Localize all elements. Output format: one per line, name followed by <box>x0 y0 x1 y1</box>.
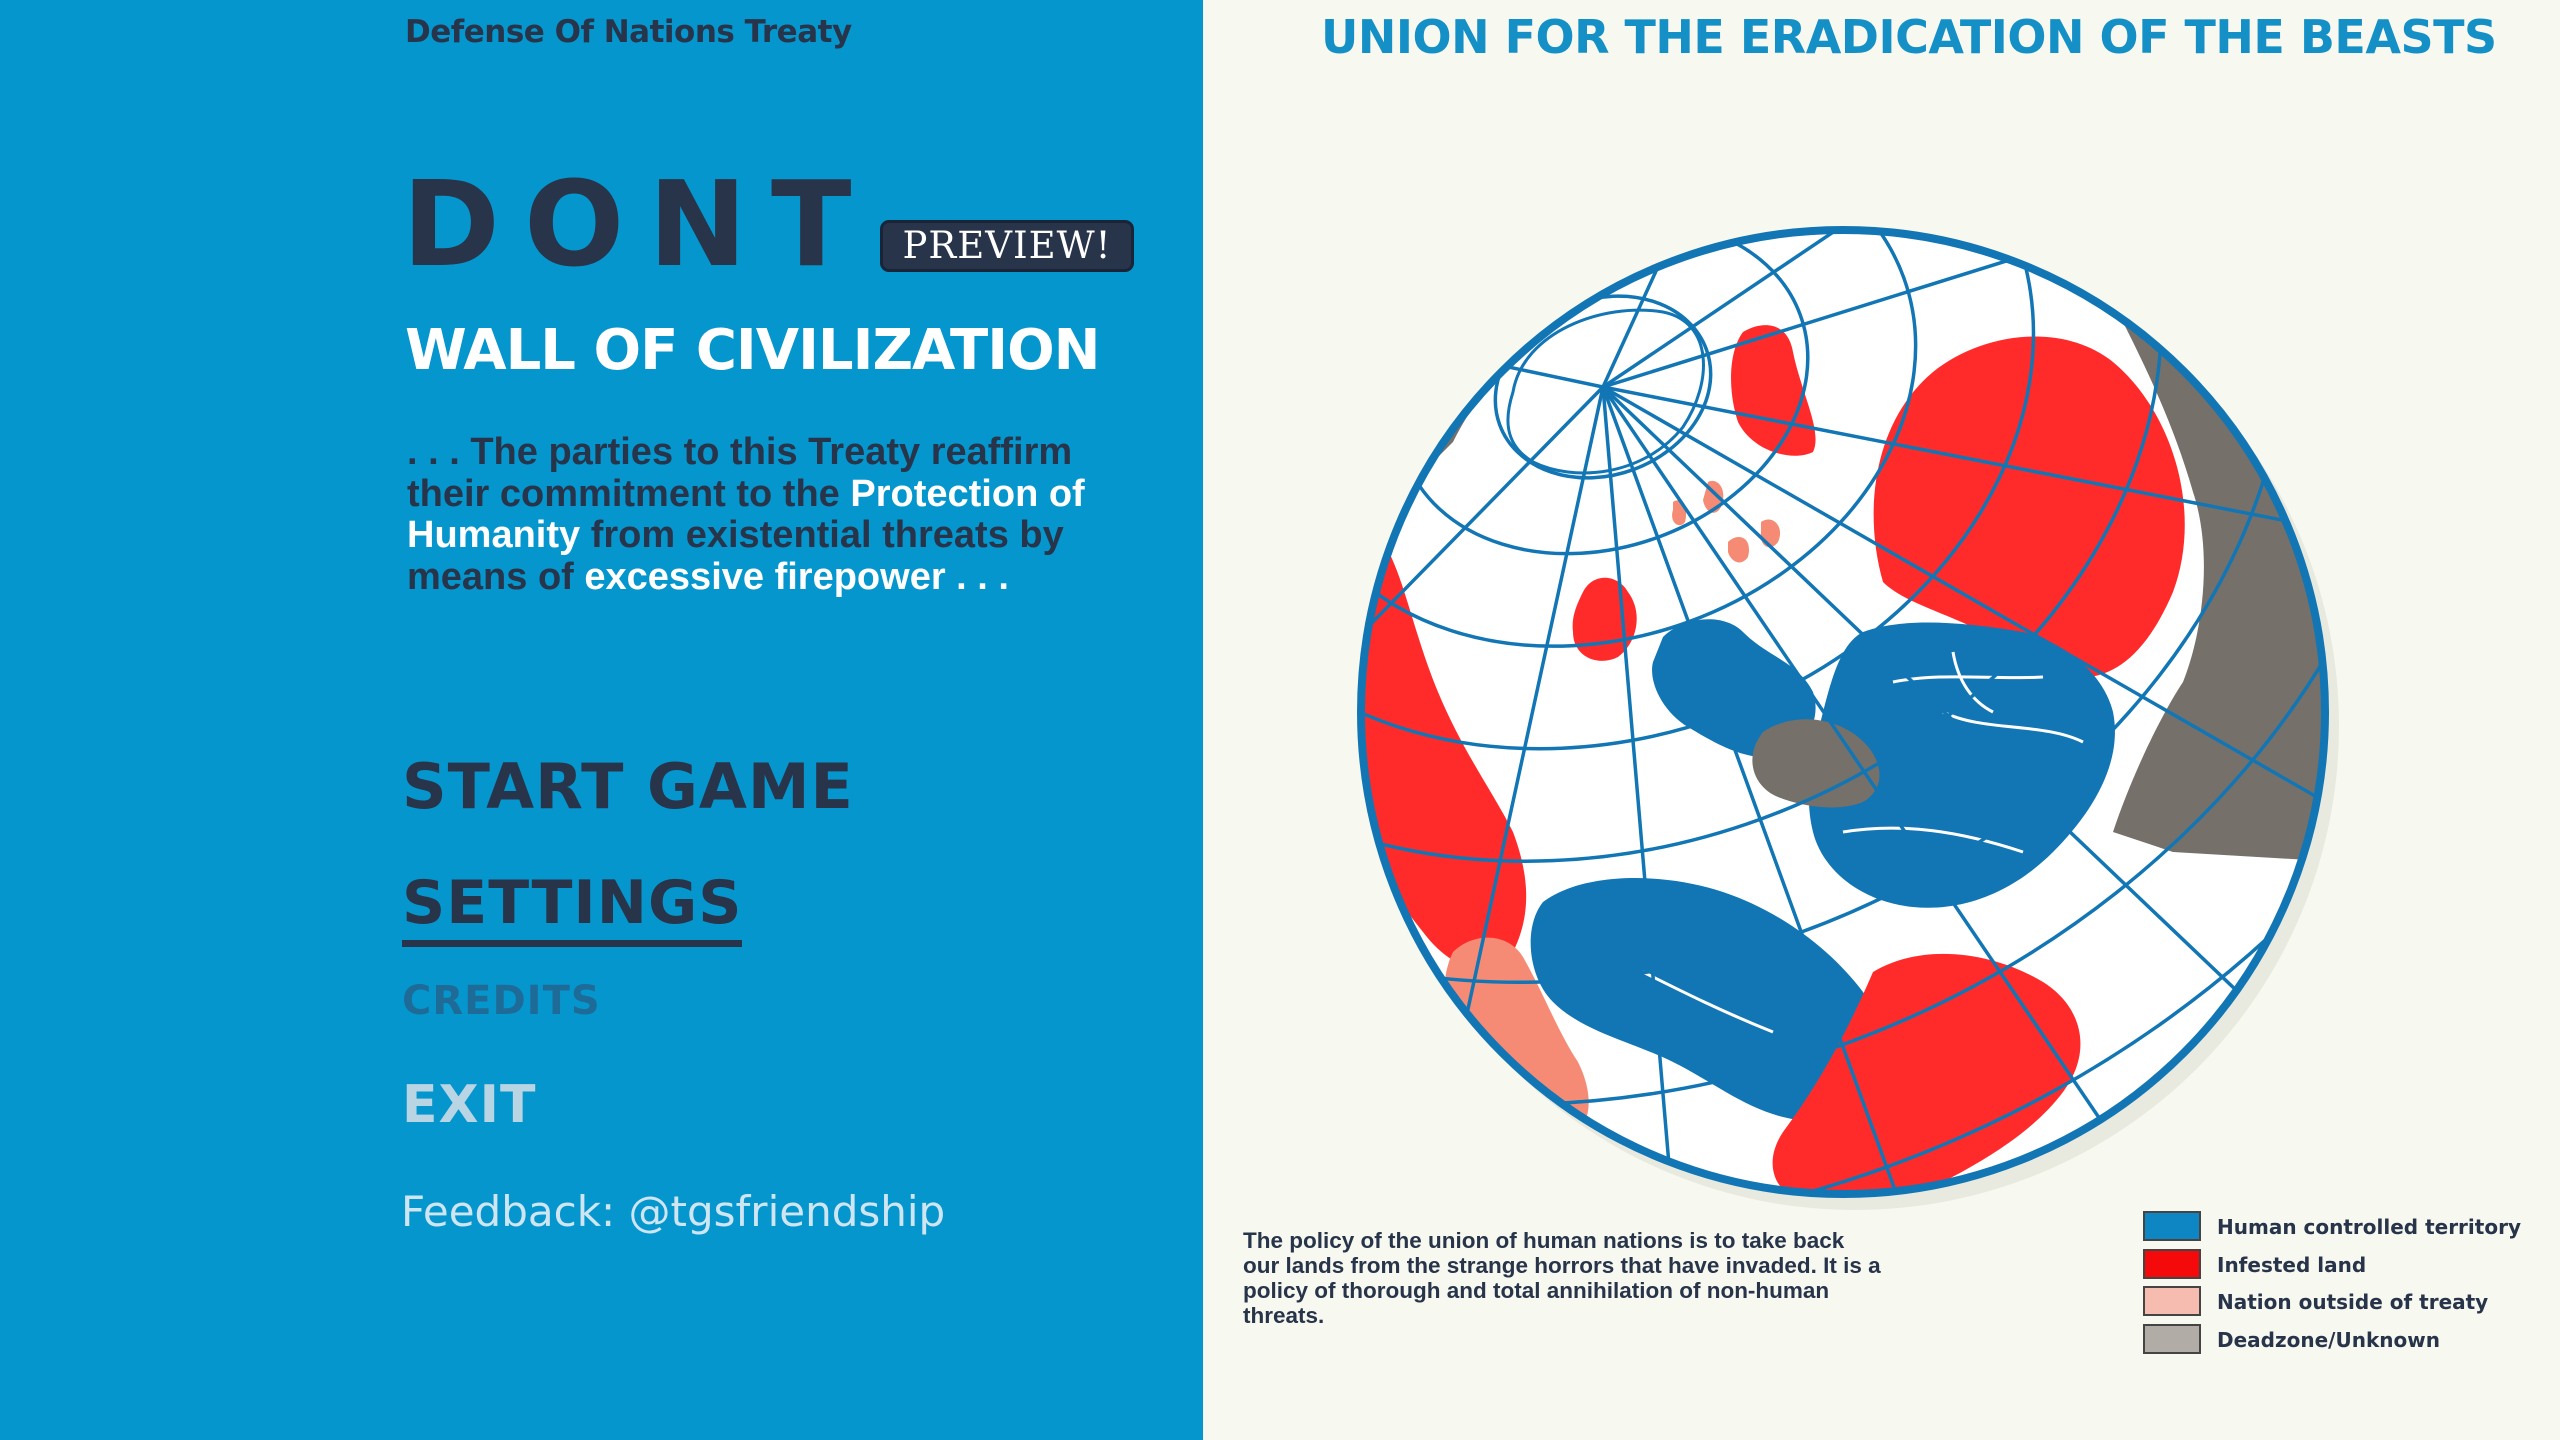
feedback-link[interactable]: Feedback: @tgsfriendship <box>401 1187 946 1236</box>
start-game-button[interactable]: START GAME <box>402 750 854 823</box>
org-name: Defense Of Nations Treaty <box>405 14 852 50</box>
legend-swatch <box>2143 1248 2201 1279</box>
land-blue-central-west <box>1652 619 1816 758</box>
treaty-quote: . . . The parties to this Treaty reaffir… <box>407 431 1127 598</box>
menu-panel: Defense Of Nations Treaty DONT PREVIEW! … <box>0 0 1203 1440</box>
land-gray-central <box>1752 719 1880 808</box>
preview-badge: PREVIEW! <box>880 220 1134 272</box>
credits-button[interactable]: CREDITS <box>402 978 601 1024</box>
land-blue-central <box>1808 622 2115 908</box>
quote-text-2: from existential threats by means of <box>407 514 1064 598</box>
legend-swatch <box>2143 1286 2201 1316</box>
legend-label: Human controlled territory <box>2217 1215 2521 1239</box>
land-red-east <box>1873 336 2185 679</box>
game-subtitle: WALL OF CIVILIZATION <box>405 318 1101 383</box>
game-logo: DONT <box>402 155 876 293</box>
quote-text-1: . . . The parties to this Treaty reaffir… <box>407 431 1073 515</box>
globe-outline <box>1357 226 2329 1198</box>
legend-label: Nation outside of treaty <box>2217 1290 2489 1314</box>
land-red-south <box>1772 953 2081 1194</box>
policy-text: The policy of the union of human nations… <box>1243 1228 1881 1328</box>
legend-label: Infested land <box>2217 1252 2367 1277</box>
land-red-west <box>1361 512 1527 970</box>
map-title: UNION FOR THE ERADICATION OF THE BEASTS <box>1321 10 2497 64</box>
quote-highlight-2: excessive firepower . . . <box>584 555 1009 598</box>
map-panel: UNION FOR THE ERADICATION OF THE BEASTS <box>1203 0 2560 1440</box>
quote-highlight-1: Protection of Humanity <box>407 472 1085 556</box>
settings-button[interactable]: SETTINGS <box>402 868 743 947</box>
world-globe <box>1357 226 2339 1210</box>
legend-label: Deadzone/Unknown <box>2217 1327 2440 1352</box>
land-salmon-southwest <box>1444 937 1589 1138</box>
legend-swatch <box>2143 1211 2201 1241</box>
legend-swatch <box>2143 1323 2201 1354</box>
exit-button[interactable]: EXIT <box>402 1075 537 1135</box>
